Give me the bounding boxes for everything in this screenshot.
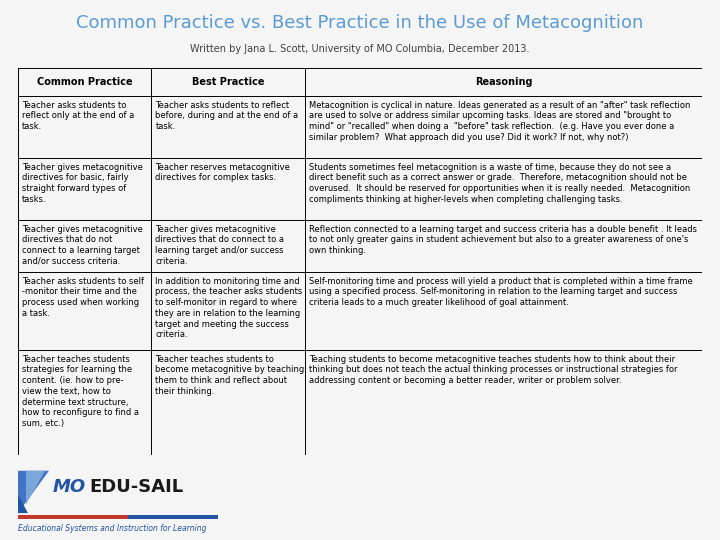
Text: Teacher asks students to
reflect only at the end of a
task.: Teacher asks students to reflect only at…: [22, 100, 135, 131]
Text: Common Practice vs. Best Practice in the Use of Metacognition: Common Practice vs. Best Practice in the…: [76, 14, 644, 31]
Text: Metacognition is cyclical in nature. Ideas generated as a result of an "after" t: Metacognition is cyclical in nature. Ide…: [310, 100, 690, 142]
Text: EDU-SAIL: EDU-SAIL: [89, 478, 183, 496]
Text: Written by Jana L. Scott, University of MO Columbia, December 2013.: Written by Jana L. Scott, University of …: [190, 44, 530, 53]
Text: Teacher gives metacognitive
directives for basic, fairly
straight forward types : Teacher gives metacognitive directives f…: [22, 163, 143, 204]
Bar: [18, 515, 128, 519]
Text: Self-monitoring time and process will yield a product that is completed within a: Self-monitoring time and process will yi…: [310, 276, 693, 307]
Text: Common Practice: Common Practice: [37, 77, 132, 87]
Text: Educational Systems and Instruction for Learning: Educational Systems and Instruction for …: [18, 524, 207, 533]
Text: Teacher asks students to self
-monitor their time and the
process used when work: Teacher asks students to self -monitor t…: [22, 276, 144, 318]
Polygon shape: [18, 471, 49, 513]
Text: Teaching students to become metacognitive teaches students how to think about th: Teaching students to become metacognitiv…: [310, 355, 678, 385]
Polygon shape: [18, 495, 28, 513]
Bar: [128, 515, 218, 519]
Text: Teacher teaches students
strategies for learning the
content. (ie. how to pre-
v: Teacher teaches students strategies for …: [22, 355, 139, 428]
Text: In addition to monitoring time and
process, the teacher asks students
to self-mo: In addition to monitoring time and proce…: [156, 276, 302, 340]
Text: Teacher reserves metacognitive
directives for complex tasks.: Teacher reserves metacognitive directive…: [156, 163, 290, 183]
Text: Teacher teaches students to
become metacognitive by teaching
them to think and r: Teacher teaches students to become metac…: [156, 355, 305, 396]
Text: MO: MO: [53, 478, 86, 496]
Text: Reflection connected to a learning target and success criteria has a double bene: Reflection connected to a learning targe…: [310, 225, 698, 255]
Text: Teacher gives metacognitive
directives that do connect to a
learning target and/: Teacher gives metacognitive directives t…: [156, 225, 284, 266]
Text: Teacher gives metacognitive
directives that do not
connect to a learning target
: Teacher gives metacognitive directives t…: [22, 225, 143, 266]
Text: Reasoning: Reasoning: [475, 77, 532, 87]
Text: Students sometimes feel metacognition is a waste of time, because they do not se: Students sometimes feel metacognition is…: [310, 163, 690, 204]
Polygon shape: [26, 471, 45, 504]
Text: Best Practice: Best Practice: [192, 77, 264, 87]
Text: Teacher asks students to reflect
before, during and at the end of a
task.: Teacher asks students to reflect before,…: [156, 100, 299, 131]
